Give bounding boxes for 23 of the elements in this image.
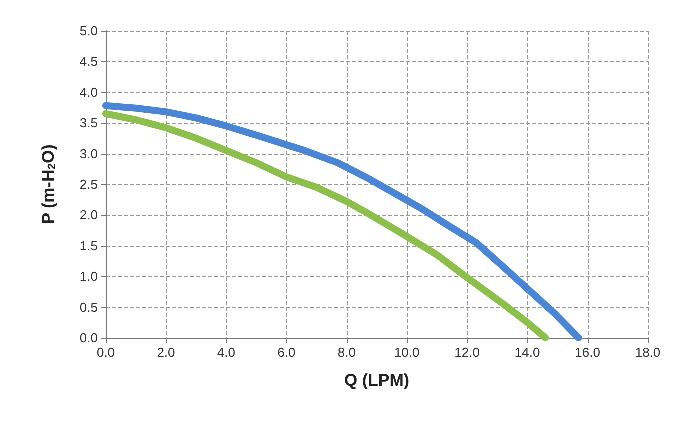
x-tick-label: 14.0 [514,345,540,360]
x-tick-label: 0.0 [96,345,116,360]
y-tick-label: 4.5 [80,54,98,70]
y-tick-label: 4.0 [80,84,98,100]
y-tick-label: 0.5 [80,300,98,315]
y-tick-label: 3.0 [80,146,98,162]
x-axis-title: Q (LPM) [344,371,410,390]
y-axis-title: P (m-H2O) [39,144,58,224]
x-tick-label: 16.0 [575,345,600,360]
y-tick-label: 2.0 [80,208,98,223]
y-tick-label: 0.0 [80,330,98,346]
y-tick-label: 3.5 [80,116,98,131]
x-tick-label: 2.0 [157,345,176,360]
x-tick-label: 6.0 [278,345,296,360]
y-tick-label: 1.0 [80,269,98,284]
x-tick-label: 4.0 [217,345,236,360]
x-tick-label: 10.0 [394,345,420,360]
y-tick-label: 5.0 [80,24,98,38]
x-tick-label: 8.0 [338,345,356,360]
x-tick-label: 18.0 [635,345,661,360]
y-tick-label: 2.5 [80,177,98,192]
y-tick-label: 1.5 [80,238,98,254]
x-tick-label: 12.0 [454,345,480,360]
